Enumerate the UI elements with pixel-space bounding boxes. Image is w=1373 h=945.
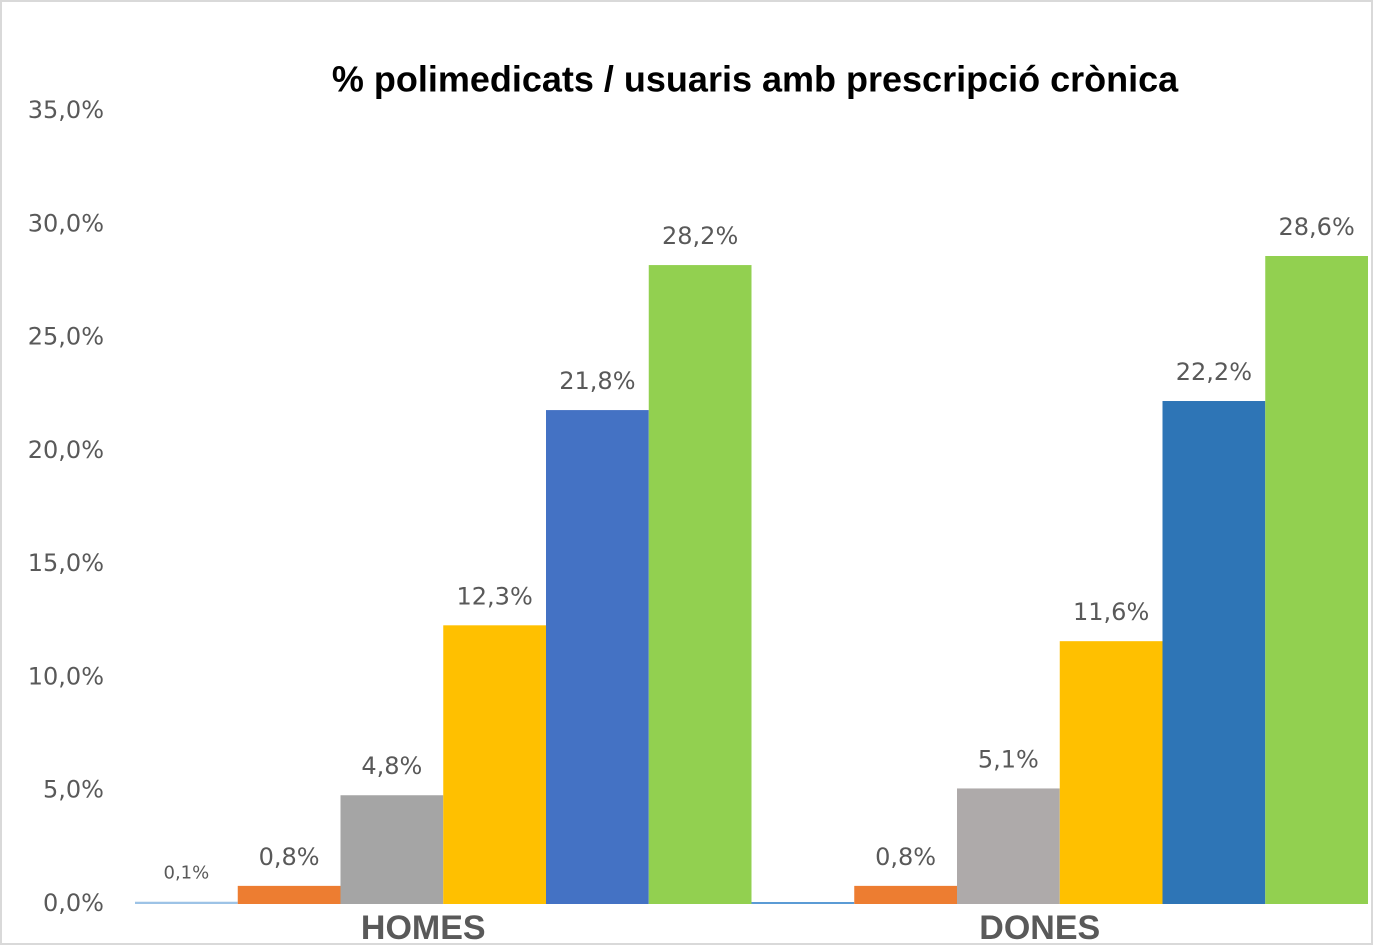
bar bbox=[957, 788, 1060, 904]
chart-title: % polimedicats / usuaris amb prescripció… bbox=[332, 59, 1179, 100]
bar bbox=[443, 625, 546, 904]
bar bbox=[237, 885, 341, 904]
value-label: 21,8% bbox=[559, 367, 635, 395]
bar bbox=[751, 902, 855, 904]
bar bbox=[1059, 641, 1163, 904]
y-tick-label: 15,0% bbox=[28, 549, 104, 577]
value-label: 0,8% bbox=[875, 843, 936, 871]
bar bbox=[854, 885, 957, 904]
bar bbox=[546, 410, 649, 904]
value-label: 11,6% bbox=[1073, 598, 1149, 626]
value-label: 22,2% bbox=[1176, 358, 1252, 386]
value-label: 28,2% bbox=[662, 222, 738, 250]
bar bbox=[648, 265, 752, 904]
bar bbox=[1265, 256, 1368, 904]
y-tick-label: 0,0% bbox=[43, 889, 104, 917]
value-label: 5,1% bbox=[978, 745, 1039, 773]
value-label: 12,3% bbox=[457, 582, 533, 610]
y-tick-label: 10,0% bbox=[28, 662, 104, 690]
value-label: 28,6% bbox=[1279, 213, 1355, 241]
value-label: 4,8% bbox=[361, 752, 422, 780]
value-label: 0,1% bbox=[164, 863, 210, 884]
value-label: 0,8% bbox=[259, 843, 320, 871]
x-tick-label: DONES bbox=[979, 909, 1100, 945]
y-tick-label: 35,0% bbox=[28, 96, 104, 124]
y-tick-label: 20,0% bbox=[28, 436, 104, 464]
bar bbox=[135, 901, 238, 904]
y-tick-label: 25,0% bbox=[28, 323, 104, 351]
bar bbox=[340, 795, 444, 904]
bar bbox=[1162, 401, 1266, 904]
y-tick-label: 30,0% bbox=[28, 209, 104, 237]
y-tick-label: 5,0% bbox=[43, 776, 104, 804]
x-tick-label: HOMES bbox=[361, 909, 486, 945]
